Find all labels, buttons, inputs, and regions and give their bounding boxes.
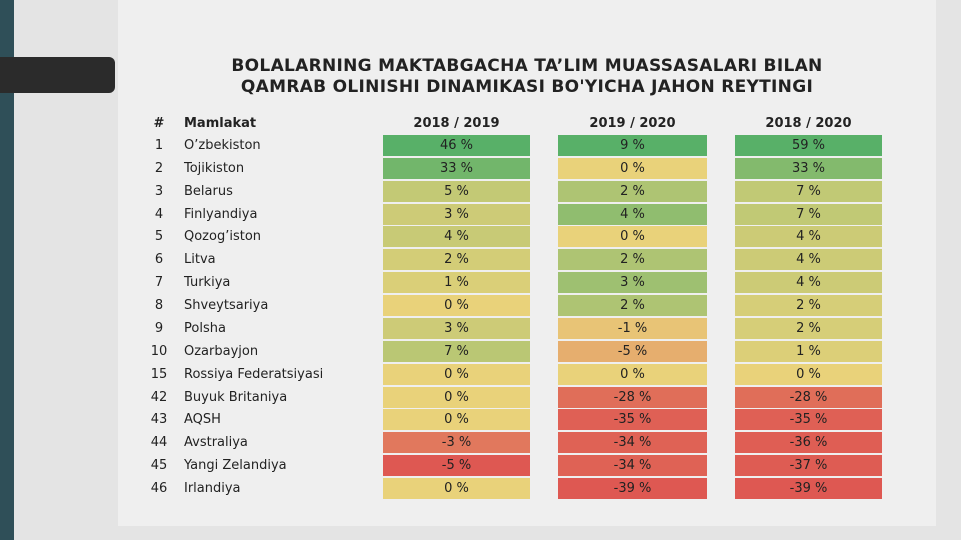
rank: 4 bbox=[154, 206, 164, 222]
country-name: Turkiya bbox=[184, 275, 231, 291]
value-cell: 0 % bbox=[558, 226, 707, 248]
value-cell: 2 % bbox=[558, 249, 707, 271]
value-cell: 2 % bbox=[735, 317, 882, 339]
rank: 2 bbox=[154, 160, 164, 176]
country-name: Belarus bbox=[184, 183, 233, 199]
value-cell: 0 % bbox=[383, 478, 530, 500]
country-name: Qozog’iston bbox=[184, 229, 262, 245]
value-cell: 4 % bbox=[735, 249, 882, 271]
value-cell: 4 % bbox=[735, 272, 882, 294]
country-name: Litva bbox=[184, 252, 216, 268]
title-line: QAMRAB OLINISHI DINAMIKASI BO'YICHA JAHO… bbox=[240, 77, 814, 97]
value-cell: 0 % bbox=[558, 157, 707, 179]
value-cell: 2 % bbox=[558, 295, 707, 317]
value-cell: 5 % bbox=[383, 180, 530, 202]
value-cell: -39 % bbox=[558, 478, 707, 500]
country-name: Rossiya Federatsiyasi bbox=[184, 366, 324, 382]
value-cell: 3 % bbox=[383, 317, 530, 339]
value-cell: -5 % bbox=[558, 340, 707, 362]
column-header: 2018 / 2019 bbox=[413, 116, 500, 131]
value-cell: 7 % bbox=[735, 203, 882, 225]
value-cell: 4 % bbox=[558, 203, 707, 225]
column-header: # bbox=[153, 116, 165, 131]
rank: 7 bbox=[154, 275, 164, 291]
value-cell: 3 % bbox=[558, 272, 707, 294]
value-cell: -3 % bbox=[383, 432, 530, 454]
country-name: Tojikiston bbox=[184, 160, 245, 176]
value-cell: 2 % bbox=[383, 249, 530, 271]
rank: 6 bbox=[154, 252, 164, 268]
value-cell: 46 % bbox=[383, 135, 530, 156]
rank: 8 bbox=[154, 298, 164, 314]
value-cell: 2 % bbox=[558, 180, 707, 202]
rank: 46 bbox=[150, 481, 168, 497]
value-cell: -34 % bbox=[558, 432, 707, 454]
value-cell: -39 % bbox=[735, 478, 882, 500]
country-name: Yangi Zelandiya bbox=[184, 458, 287, 474]
value-cell: 0 % bbox=[383, 295, 530, 317]
value-cell: 0 % bbox=[383, 363, 530, 385]
rank: 15 bbox=[150, 366, 168, 382]
country-name: Shveytsariya bbox=[184, 298, 269, 314]
rank: 5 bbox=[154, 229, 164, 245]
country-name: Irlandiya bbox=[184, 481, 241, 497]
rank: 44 bbox=[150, 435, 168, 451]
value-cell: 0 % bbox=[383, 409, 530, 431]
value-cell: 4 % bbox=[383, 226, 530, 248]
rank: 43 bbox=[150, 412, 168, 428]
rank: 10 bbox=[150, 343, 168, 359]
country-name: Ozarbayjon bbox=[184, 343, 259, 359]
column-header: Mamlakat bbox=[184, 116, 257, 131]
country-name: Buyuk Britaniya bbox=[184, 389, 288, 405]
value-cell: 33 % bbox=[735, 157, 882, 179]
value-cell: 1 % bbox=[735, 340, 882, 362]
country-name: Polsha bbox=[184, 320, 226, 336]
value-cell: 9 % bbox=[558, 135, 707, 156]
value-cell: -1 % bbox=[558, 317, 707, 339]
value-cell: 7 % bbox=[735, 180, 882, 202]
value-cell: 3 % bbox=[383, 203, 530, 225]
value-cell: -36 % bbox=[735, 432, 882, 454]
rank: 1 bbox=[154, 138, 164, 153]
side-strip bbox=[0, 0, 14, 540]
column-header: 2019 / 2020 bbox=[589, 116, 676, 131]
value-cell: 0 % bbox=[383, 386, 530, 408]
rank: 42 bbox=[150, 389, 168, 405]
value-cell: -37 % bbox=[735, 455, 882, 477]
value-cell: 7 % bbox=[383, 340, 530, 362]
value-cell: 4 % bbox=[735, 226, 882, 248]
country-name: Avstraliya bbox=[184, 435, 248, 451]
country-name: O’zbekiston bbox=[184, 138, 261, 153]
rank: 9 bbox=[154, 320, 164, 336]
value-cell: 0 % bbox=[735, 363, 882, 385]
value-cell: 0 % bbox=[558, 363, 707, 385]
rank: 3 bbox=[154, 183, 164, 199]
country-name: AQSH bbox=[184, 412, 221, 428]
value-cell: -35 % bbox=[735, 409, 882, 431]
value-cell: -28 % bbox=[735, 386, 882, 408]
title-line: BOLALARNING MAKTABGACHA TA’LIM MUASSASAL… bbox=[231, 56, 823, 76]
country-name: Finlyandiya bbox=[184, 206, 258, 222]
value-cell: 1 % bbox=[383, 272, 530, 294]
value-cell: 2 % bbox=[735, 295, 882, 317]
value-cell: 59 % bbox=[735, 135, 882, 156]
column-header: 2018 / 2020 bbox=[765, 116, 852, 131]
value-cell: -35 % bbox=[558, 409, 707, 431]
rank: 45 bbox=[150, 458, 168, 474]
value-cell: -5 % bbox=[383, 455, 530, 477]
side-tab bbox=[0, 57, 115, 93]
value-cell: 33 % bbox=[383, 157, 530, 179]
value-cell: -28 % bbox=[558, 386, 707, 408]
value-cell: -34 % bbox=[558, 455, 707, 477]
